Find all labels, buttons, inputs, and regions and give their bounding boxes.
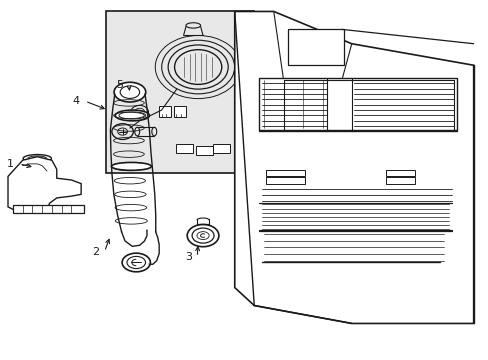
Ellipse shape (119, 112, 145, 119)
Bar (159, 107, 171, 117)
Bar (266, 177, 305, 184)
Ellipse shape (187, 225, 219, 247)
Text: 1: 1 (7, 159, 14, 169)
Bar (212, 144, 229, 153)
Ellipse shape (23, 154, 51, 162)
Bar (385, 177, 414, 184)
Bar (266, 170, 305, 176)
Ellipse shape (122, 253, 150, 272)
Bar (385, 170, 414, 176)
Bar (259, 78, 456, 130)
Text: 3: 3 (184, 252, 191, 262)
Ellipse shape (114, 82, 145, 102)
Text: 2: 2 (92, 247, 99, 257)
Bar (173, 107, 185, 117)
Ellipse shape (192, 228, 214, 243)
Bar (195, 146, 212, 155)
Bar (13, 205, 83, 213)
Text: 4: 4 (73, 96, 80, 106)
Text: 5: 5 (117, 80, 123, 90)
Polygon shape (234, 12, 473, 323)
Ellipse shape (127, 256, 145, 269)
Bar (105, 12, 254, 173)
Polygon shape (8, 157, 81, 212)
Ellipse shape (111, 162, 151, 170)
Ellipse shape (28, 156, 46, 161)
Bar (176, 144, 193, 153)
Ellipse shape (120, 86, 140, 98)
Bar (288, 30, 344, 65)
Ellipse shape (115, 110, 149, 121)
